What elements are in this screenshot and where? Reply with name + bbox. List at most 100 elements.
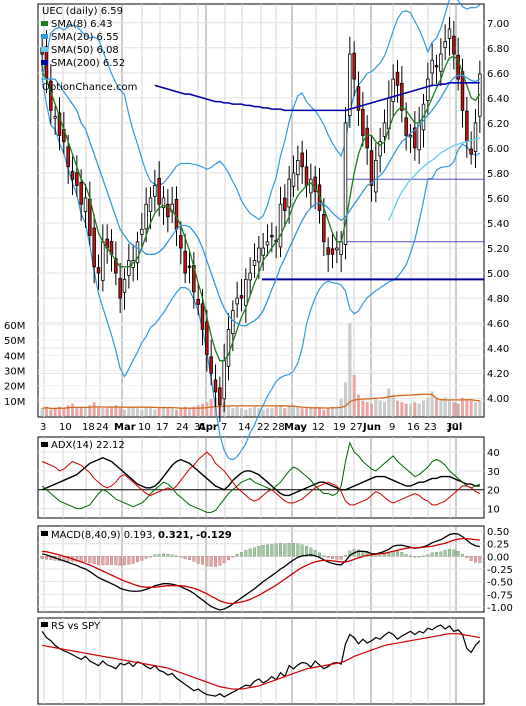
macd-histogram-bar <box>404 554 408 557</box>
macd-histogram-bar <box>456 551 460 557</box>
candle-body <box>326 247 330 255</box>
candle-body <box>309 178 313 194</box>
volume-bar <box>318 408 321 417</box>
x-tick-label: 19 <box>333 422 346 433</box>
candle-body <box>118 278 122 299</box>
macd-histogram-bar <box>417 556 421 558</box>
price-y-tick-label: 5.40 <box>487 219 509 230</box>
macd-histogram-bar <box>153 554 157 557</box>
volume-bar <box>40 408 44 417</box>
macd-histogram-bar <box>196 556 200 564</box>
volume-bar <box>448 400 451 417</box>
macd-histogram-bar <box>123 556 126 566</box>
legend-swatch <box>41 21 48 26</box>
volume-bar <box>426 397 430 417</box>
volume-bar <box>175 409 178 417</box>
volume-bar <box>240 408 243 417</box>
volume-bar <box>452 402 456 417</box>
volume-y-tick-label: 10M <box>4 397 25 408</box>
adx-series-line <box>41 456 480 497</box>
volume-bar <box>118 408 122 417</box>
candle-body <box>101 241 105 281</box>
macd-histogram-bar <box>192 556 196 562</box>
volume-bar <box>348 323 352 417</box>
macd-histogram-bar <box>426 554 430 557</box>
volume-bar <box>279 405 282 417</box>
candle-body <box>439 53 443 72</box>
volume-bar <box>439 400 443 417</box>
volume-bar <box>97 406 100 417</box>
macd-histogram-bar <box>283 543 287 557</box>
volume-bar <box>75 408 79 417</box>
sma-line-sma200 <box>154 82 480 112</box>
macd-y-tick-label: -0.25 <box>487 565 513 576</box>
candle-body <box>408 135 413 138</box>
volume-bar <box>422 400 425 417</box>
volume-bar <box>62 408 66 417</box>
macd-histogram-bar <box>322 555 326 557</box>
macd-histogram-bar <box>378 555 382 557</box>
macd-histogram-bar <box>383 554 386 557</box>
macd-histogram-bar <box>218 556 222 566</box>
macd-histogram-bar <box>149 556 152 558</box>
legend-label: SMA(20) 6.55 <box>51 32 119 43</box>
volume-bar <box>183 406 187 417</box>
macd-histogram-bar <box>339 556 343 560</box>
candle-body <box>200 303 205 330</box>
volume-y-tick-label: 20M <box>4 382 25 393</box>
macd-y-tick-label: 0.50 <box>487 527 509 538</box>
macd-histogram-bar <box>40 556 44 560</box>
macd-histogram-bar <box>357 549 360 557</box>
volume-bar <box>153 409 157 417</box>
candle-body <box>387 97 391 130</box>
volume-bar <box>131 406 135 417</box>
candle-body <box>395 71 400 86</box>
price-y-tick-label: 4.20 <box>487 369 509 380</box>
candle-body <box>235 297 239 305</box>
macd-histogram-bar <box>274 543 278 557</box>
macd-histogram-bar <box>114 556 118 566</box>
macd-histogram-bar <box>162 553 165 557</box>
volume-bar <box>162 406 165 417</box>
macd-histogram-bar <box>452 549 456 557</box>
macd-histogram-bar <box>396 551 399 557</box>
candle-body <box>365 127 369 149</box>
macd-histogram-bar <box>335 556 339 560</box>
candle-body <box>391 78 395 103</box>
macd-histogram-bar <box>469 556 473 562</box>
candle-body <box>57 112 62 136</box>
x-tick-label: Jul <box>447 422 462 433</box>
candle-body <box>222 360 226 400</box>
volume-bar <box>430 391 434 417</box>
macd-histogram-bar <box>227 556 230 561</box>
candle-body <box>469 148 473 155</box>
volume-bar <box>123 409 126 417</box>
macd-histogram-bar <box>201 556 204 565</box>
volume-bar <box>110 406 113 417</box>
volume-bar <box>313 406 317 417</box>
macd-histogram-bar <box>326 556 330 559</box>
adx-y-tick-label: 10 <box>487 505 500 516</box>
candle-body <box>369 150 374 186</box>
volume-bar <box>266 408 269 417</box>
x-tick-label: Jun <box>362 422 381 433</box>
x-tick-label: 24 <box>96 422 109 433</box>
macd-histogram-bar <box>235 554 239 557</box>
candle-body <box>161 197 166 209</box>
macd-histogram-bar <box>92 556 96 565</box>
volume-bar <box>387 388 391 417</box>
candle-body <box>426 78 430 101</box>
macd-histogram-bar <box>305 546 308 557</box>
macd-histogram-bar <box>209 556 213 567</box>
x-tick-label: 14 <box>238 422 251 433</box>
candle-body <box>361 108 365 136</box>
x-tick-label: 10 <box>138 422 151 433</box>
candle-body <box>291 172 296 187</box>
volume-bar <box>140 409 144 417</box>
candle-body <box>66 146 70 168</box>
macd-histogram-bar <box>136 556 139 563</box>
volume-bar <box>84 408 87 417</box>
volume-bar <box>45 406 48 417</box>
volume-bar <box>322 409 326 417</box>
